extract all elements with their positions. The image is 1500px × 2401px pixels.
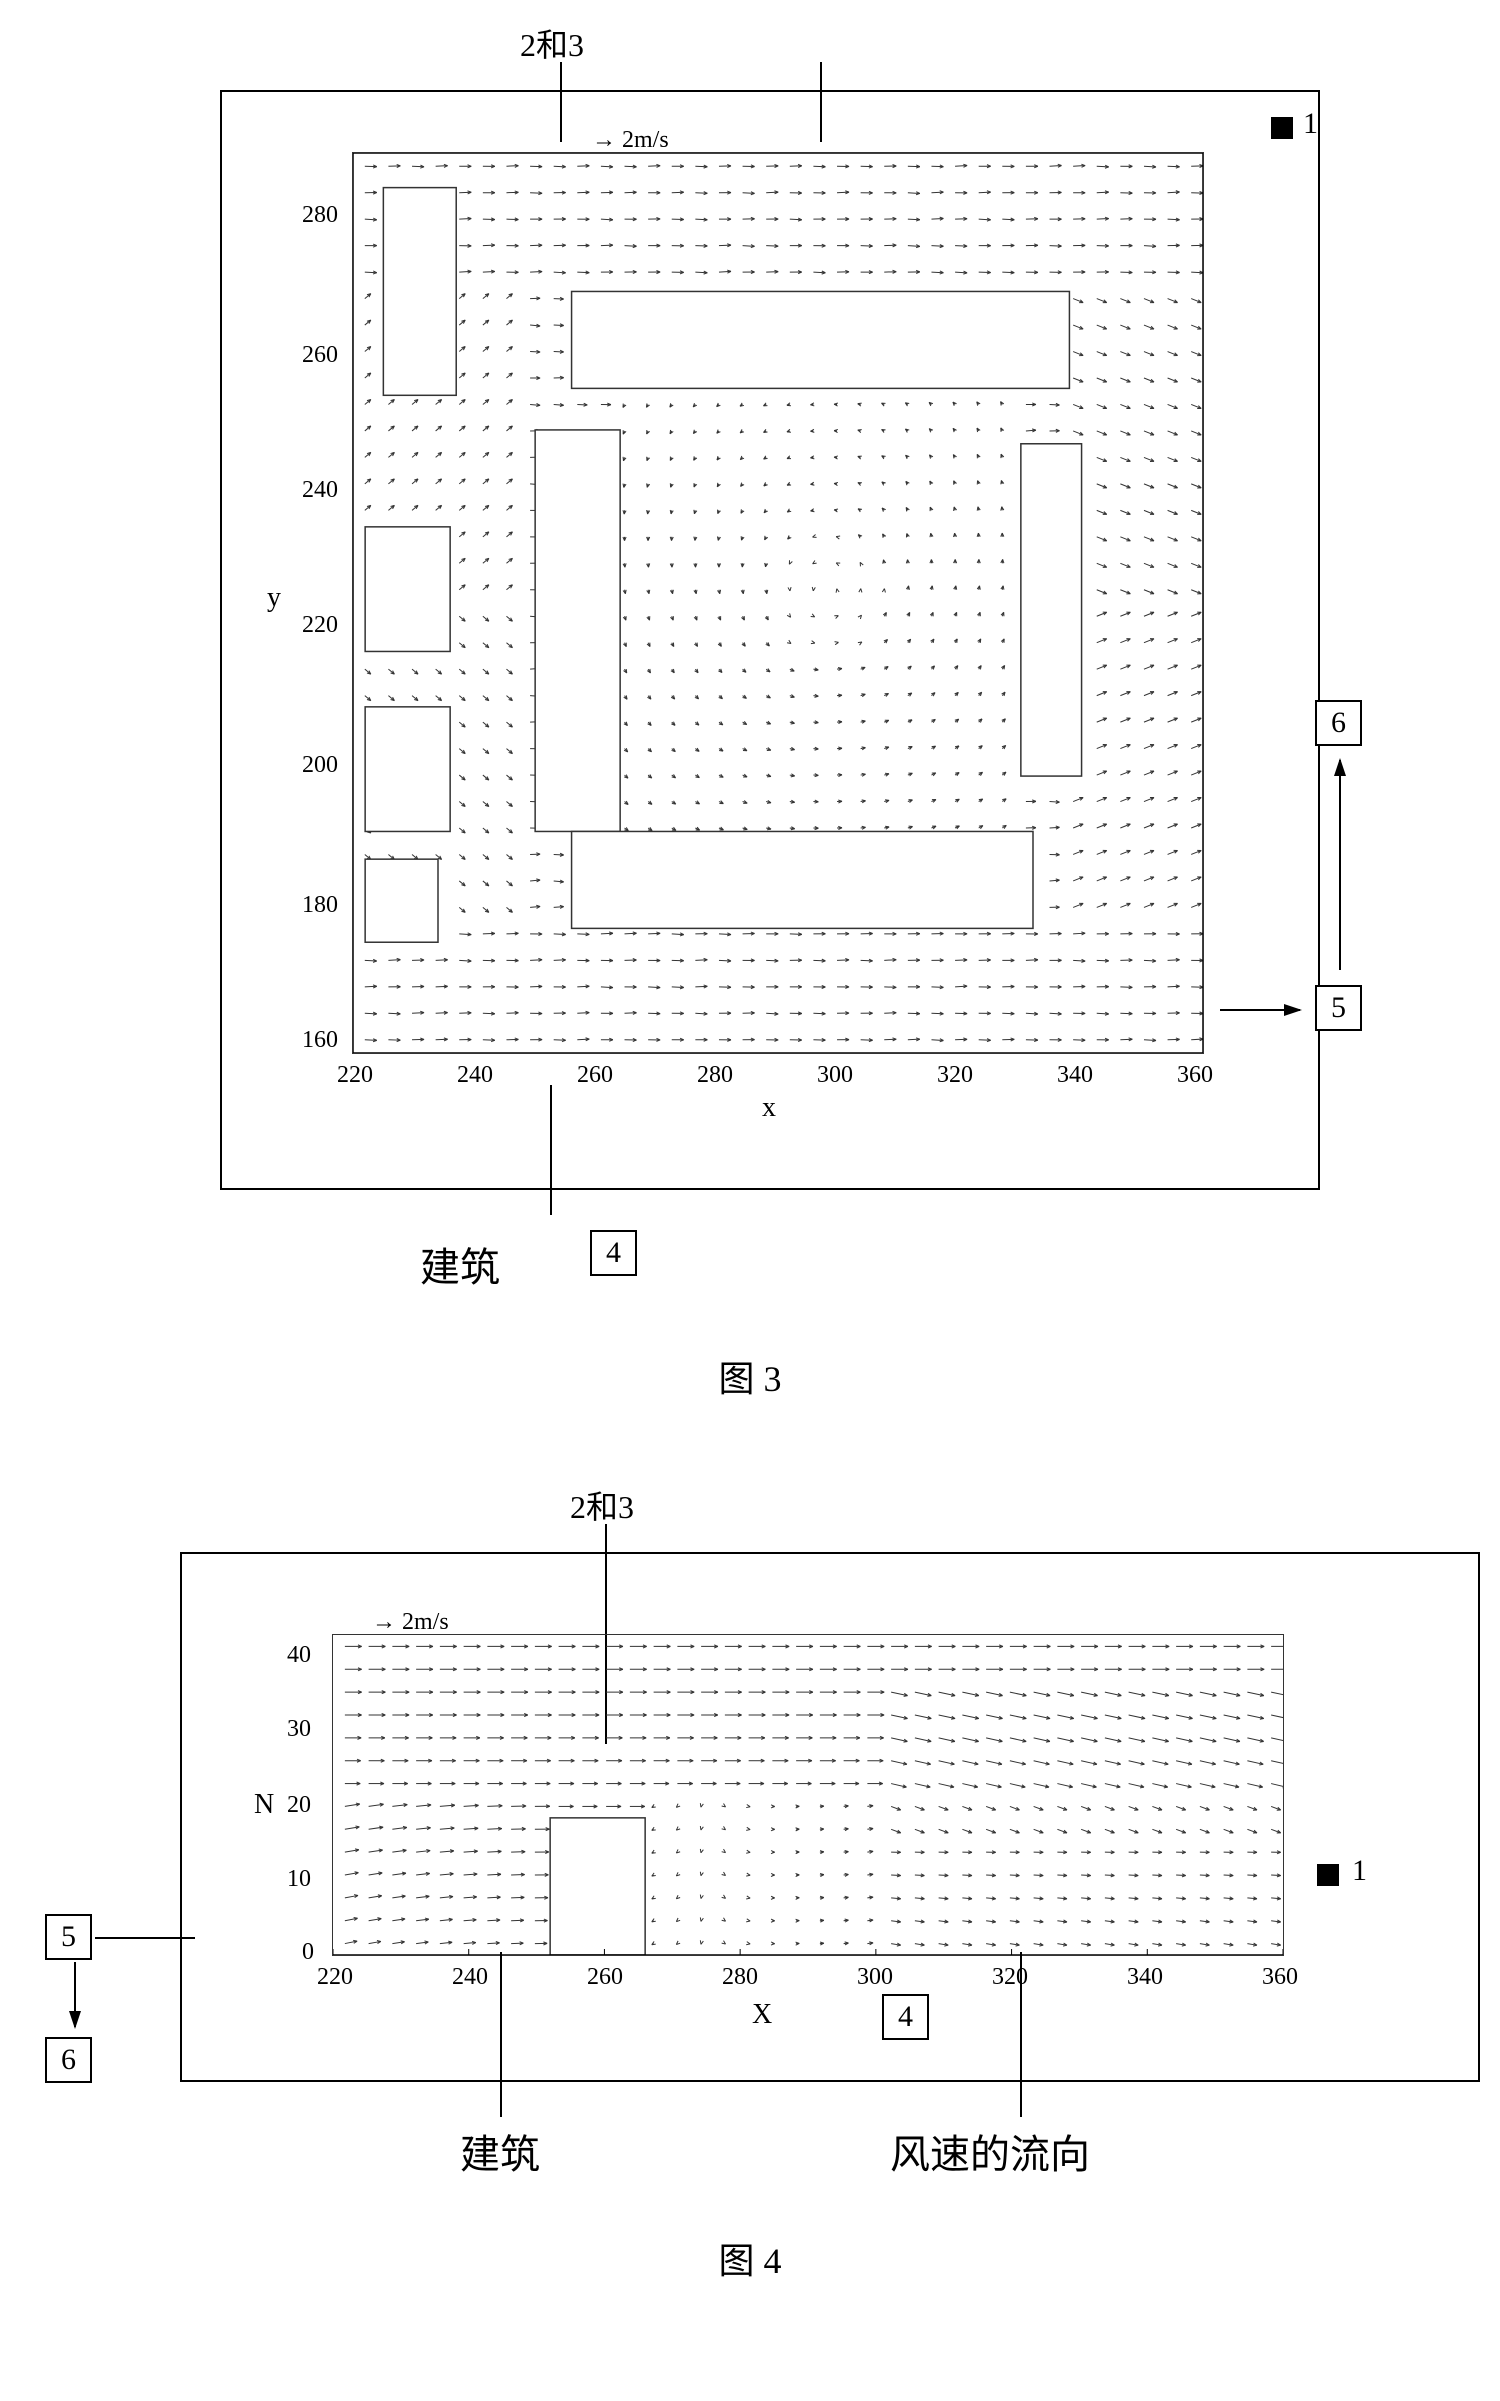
fig3-caption: 图 3 — [20, 1350, 1480, 1402]
fig4-plot-area — [332, 1634, 1284, 1956]
xtick4: 280 — [722, 1964, 758, 1991]
xtick4: 220 — [317, 1964, 353, 1991]
scale-arrow-label: 2m/s — [622, 127, 669, 153]
ytick4: 40 — [287, 1642, 311, 1669]
ytick4: 0 — [302, 1939, 314, 1966]
fig3-box-6: 6 — [1315, 700, 1362, 746]
fig4-box-6: 6 — [45, 2037, 92, 2083]
fig4-outer-box: → 2m/s 1 0 10 20 30 40 N 220 240 260 280… — [180, 1552, 1480, 2082]
ytick4: 20 — [287, 1792, 311, 1819]
ytick: 200 — [302, 752, 338, 779]
fig3-scale: → 2m/s — [592, 127, 669, 154]
fig3-box-4: 4 — [590, 1230, 637, 1276]
fig3-plot-area — [352, 152, 1204, 1054]
fig4-flow-callout — [1020, 1952, 1022, 2117]
fig4-xlabel: X — [752, 1999, 772, 2031]
fig4-vector-field — [333, 1635, 1283, 1955]
ytick: 260 — [302, 342, 338, 369]
xtick: 300 — [817, 1062, 853, 1089]
ytick: 160 — [302, 1027, 338, 1054]
fig4-box-4: 4 — [882, 1994, 929, 2040]
xtick: 220 — [337, 1062, 373, 1089]
fig4-ylabel: N — [254, 1789, 274, 1821]
ytick: 220 — [302, 612, 338, 639]
ytick4: 30 — [287, 1716, 311, 1743]
xtick: 320 — [937, 1062, 973, 1089]
xtick: 340 — [1057, 1062, 1093, 1089]
fig3-building-label: 建筑 — [420, 1235, 500, 1293]
ytick4: 10 — [287, 1866, 311, 1893]
fig3-building-callout — [550, 1085, 552, 1215]
xtick4: 300 — [857, 1964, 893, 1991]
scale-arrow-label: 2m/s — [402, 1609, 449, 1635]
fig4-box-5: 5 — [45, 1914, 92, 1960]
fig4-top-annotation: 2和3 — [570, 1482, 634, 1528]
fig4-left-flow — [60, 1957, 120, 2037]
scale-arrow-glyph: → — [592, 127, 622, 153]
ytick: 240 — [302, 477, 338, 504]
xtick: 260 — [577, 1062, 613, 1089]
figure4-wrapper: 2和3 → 2m/s 1 0 10 20 30 40 N 220 240 260… — [20, 1482, 1470, 2202]
xtick4: 260 — [587, 1964, 623, 1991]
ytick: 280 — [302, 202, 338, 229]
fig4-caption: 图 4 — [20, 2232, 1480, 2284]
scale-arrow-glyph: → — [372, 1609, 402, 1635]
figure3-wrapper: 2和3 1 → 2m/s 160 180 200 220 240 260 280… — [20, 20, 1420, 1320]
fig3-vector-field — [353, 153, 1203, 1053]
fig4-box5-line — [95, 1937, 195, 1939]
xtick4: 240 — [452, 1964, 488, 1991]
fig3-ylabel: y — [267, 582, 281, 614]
ytick: 180 — [302, 892, 338, 919]
fig4-building-callout — [500, 1952, 502, 2117]
fig3-legend-square — [1271, 117, 1293, 139]
xtick4: 320 — [992, 1964, 1028, 1991]
fig4-legend-square — [1317, 1864, 1339, 1886]
xtick: 360 — [1177, 1062, 1213, 1089]
fig4-legend-1: 1 — [1352, 1854, 1367, 1888]
xtick4: 360 — [1262, 1964, 1298, 1991]
fig4-building-label: 建筑 — [460, 2122, 540, 2180]
xtick: 240 — [457, 1062, 493, 1089]
fig4-scale: → 2m/s — [372, 1609, 449, 1636]
fig3-xlabel: x — [762, 1092, 776, 1124]
xtick: 280 — [697, 1062, 733, 1089]
fig4-flow-label: 风速的流向 — [890, 2122, 1090, 2180]
fig3-legend-1: 1 — [1303, 107, 1323, 141]
fig3-box-5: 5 — [1315, 985, 1362, 1031]
xtick4: 340 — [1127, 1964, 1163, 1991]
fig3-top-annotation: 2和3 — [520, 20, 584, 66]
fig3-outer-box: 1 → 2m/s 160 180 200 220 240 260 280 y 2… — [220, 90, 1320, 1190]
